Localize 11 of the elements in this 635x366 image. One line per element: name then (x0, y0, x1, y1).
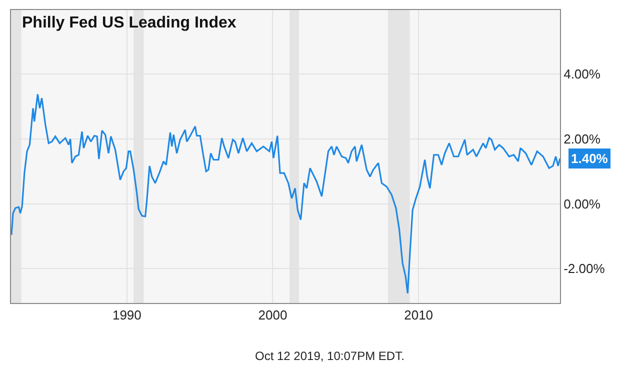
y-tick-label: 4.00% (564, 66, 601, 82)
x-tick-label: 2010 (404, 308, 434, 323)
x-tick-label: 2000 (258, 308, 288, 323)
text: Oct 12 2019, 10:07PM EDT. (255, 349, 404, 363)
line-series (11, 93, 560, 294)
y-tick-label: 0.00% (564, 196, 601, 212)
chart-title: Philly Fed US Leading Index (22, 14, 236, 32)
y-tick-label: 2.00% (564, 132, 601, 147)
annotation: 1.40% (571, 151, 608, 166)
y-tick-label: -2.00% (564, 261, 606, 276)
x-tick-label: 1990 (112, 308, 142, 323)
